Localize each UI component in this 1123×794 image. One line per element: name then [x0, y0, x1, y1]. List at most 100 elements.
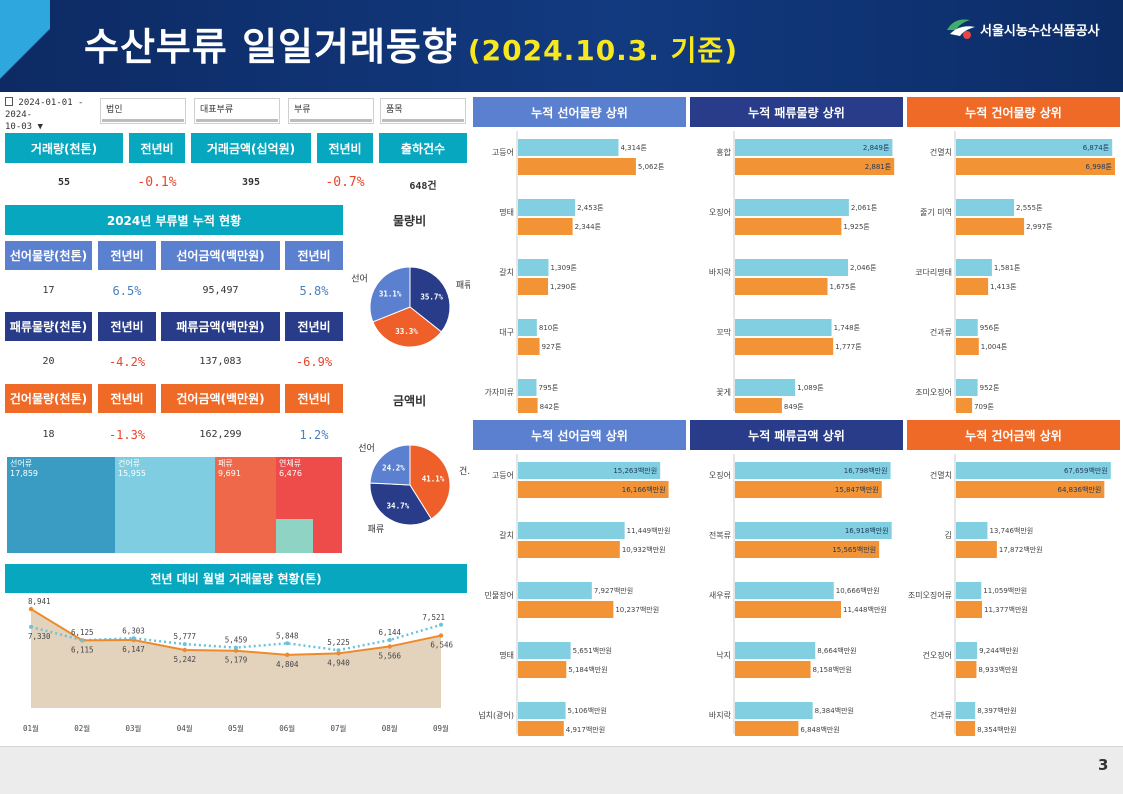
bar-current[interactable] [518, 582, 592, 599]
bar-previous[interactable] [956, 721, 976, 736]
pie-slice[interactable] [369, 482, 432, 526]
bar-previous[interactable] [518, 278, 549, 295]
treemap-cell-mollusk[interactable]: 연체류 6,476 [276, 457, 342, 519]
bar-current[interactable] [735, 319, 832, 336]
bar-current[interactable] [518, 199, 576, 216]
treemap-cell-fresh[interactable]: 선어류 17,859 [7, 457, 115, 553]
current-point[interactable] [285, 652, 290, 658]
previous-point[interactable] [387, 638, 392, 643]
previous-point[interactable] [439, 622, 443, 627]
previous-point[interactable] [234, 645, 238, 650]
bar-previous[interactable] [735, 278, 828, 295]
bar-current[interactable] [518, 702, 566, 719]
bar-previous[interactable] [735, 721, 799, 736]
current-point[interactable] [387, 644, 392, 649]
volume-pie-chart[interactable]: 35.7% 패류 33.3% 31.1% 선어 [350, 232, 470, 382]
bar-previous[interactable] [735, 338, 834, 355]
bar-current[interactable] [518, 462, 661, 479]
bar-current[interactable] [735, 379, 796, 396]
bar-current[interactable] [518, 259, 549, 276]
bar-current[interactable] [956, 702, 976, 719]
bar-previous[interactable] [735, 481, 882, 498]
class-filter[interactable]: 부류 [288, 98, 374, 124]
corp-filter[interactable]: 법인 [100, 98, 186, 124]
bar-current[interactable] [735, 642, 816, 659]
item-filter[interactable]: 품목 [380, 98, 466, 124]
bar-previous[interactable] [956, 158, 1115, 175]
current-point[interactable] [28, 606, 34, 612]
previous-point[interactable] [336, 648, 341, 653]
bar-current[interactable] [956, 582, 982, 599]
bar-current[interactable] [735, 259, 849, 276]
bar-current[interactable] [956, 319, 978, 336]
bar-previous[interactable] [518, 661, 567, 678]
pie-slice[interactable] [372, 306, 443, 348]
bar-previous[interactable] [956, 661, 977, 678]
bar-previous[interactable] [956, 398, 973, 413]
bar-previous[interactable] [956, 278, 989, 295]
bar-current[interactable] [518, 642, 571, 659]
bar-current[interactable] [518, 522, 625, 539]
bar-current[interactable] [735, 462, 891, 479]
bar-previous[interactable] [956, 481, 1105, 498]
previous-point[interactable] [80, 638, 85, 643]
bar-previous[interactable] [735, 218, 842, 235]
bar-current[interactable] [735, 522, 892, 539]
bar-previous[interactable] [518, 158, 636, 175]
pie-slice[interactable] [369, 444, 411, 486]
bar-current[interactable] [956, 462, 1111, 479]
bar-current[interactable] [735, 582, 834, 599]
amount-pie-chart[interactable]: 41.1% 건... 34.7% 패류 24.2% 선어 [350, 410, 470, 560]
bar-current[interactable] [956, 139, 1113, 156]
bar-previous[interactable] [735, 158, 895, 175]
monthly-line-chart[interactable]: 8,941 6,115 6,147 5,242 5,179 4,804 4,940 5,566… [5, 596, 467, 740]
treemap-cell-other-1[interactable] [276, 519, 313, 553]
bar-previous[interactable] [735, 661, 811, 678]
bar-previous[interactable] [956, 338, 979, 355]
bar-previous[interactable] [518, 338, 540, 355]
bar-previous[interactable] [735, 398, 782, 413]
bar-current[interactable] [518, 379, 537, 396]
bar-previous[interactable] [518, 601, 614, 618]
current-point[interactable] [336, 651, 341, 656]
bar-previous[interactable] [735, 541, 880, 558]
bar-current[interactable] [518, 139, 619, 156]
current-point[interactable] [182, 647, 187, 653]
bar-previous[interactable] [956, 541, 997, 558]
treemap-cell-other-2[interactable] [313, 519, 342, 553]
previous-point[interactable] [182, 642, 187, 647]
date-range-filter[interactable]: 2024-01-01 - 2024- 10-03 ▼ [5, 97, 95, 132]
current-point[interactable] [233, 648, 239, 653]
bar-current[interactable] [956, 259, 992, 276]
current-point[interactable] [438, 633, 444, 638]
bar-previous[interactable] [735, 601, 842, 618]
bar-current[interactable] [735, 139, 893, 156]
treemap-cell-shell[interactable]: 패류 9,691 [215, 457, 276, 553]
bar-current[interactable] [956, 379, 978, 396]
bar-previous[interactable] [518, 218, 573, 235]
bar-current[interactable] [735, 702, 813, 719]
previous-point[interactable] [131, 636, 136, 641]
treemap-cell-dried[interactable]: 건어류 15,955 [115, 457, 215, 553]
bar-current[interactable] [518, 319, 537, 336]
previous-point[interactable] [285, 641, 290, 646]
previous-point[interactable] [29, 624, 33, 629]
bar-current[interactable] [956, 199, 1015, 216]
bar-previous[interactable] [518, 398, 538, 413]
bar-current[interactable] [956, 522, 988, 539]
bar-previous[interactable] [956, 218, 1025, 235]
bar-current[interactable] [956, 642, 978, 659]
bar-previous[interactable] [518, 541, 620, 558]
bar-current[interactable] [735, 199, 849, 216]
category-filter[interactable]: 대표부류 [194, 98, 280, 124]
bar-previous[interactable] [518, 721, 564, 736]
bar-previous[interactable] [518, 481, 669, 498]
pie-slice[interactable] [369, 266, 411, 323]
bar-previous[interactable] [956, 601, 983, 618]
